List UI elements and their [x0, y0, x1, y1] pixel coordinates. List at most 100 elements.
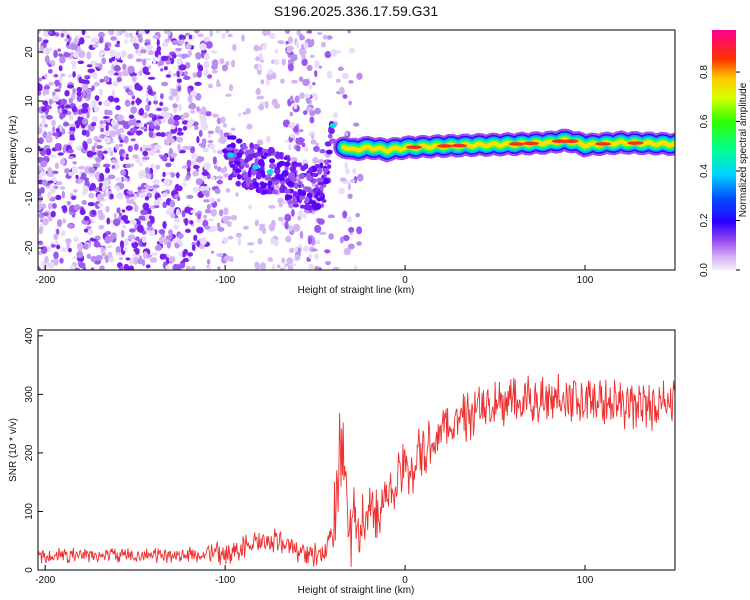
spectrogram-speckle	[87, 201, 95, 207]
spectrogram-speckle	[281, 58, 287, 66]
spectrogram-speckle	[62, 145, 66, 154]
spectrogram-speckle	[219, 135, 227, 145]
spectrogram-speckle	[289, 111, 293, 117]
spectrogram-speckle	[212, 69, 218, 74]
spectrogram-speckle	[217, 266, 221, 270]
spectrogram-speckle	[338, 86, 345, 95]
snr-y-tick-label: 400	[24, 327, 35, 344]
spectrogram-speckle	[176, 131, 184, 136]
spectrogram-feature-blob	[292, 191, 298, 198]
spectrogram-speckle	[78, 165, 85, 170]
spectrogram-speckle	[71, 165, 78, 174]
spectrogram-speckle	[356, 72, 363, 80]
spectrogram-speckle	[302, 213, 307, 219]
snr-y-ticks: 0 100 200 300 400	[24, 327, 43, 573]
spectrogram-speckle	[38, 145, 41, 151]
spectrogram-speckle	[68, 123, 77, 128]
spectrogram-feature-blob	[289, 165, 297, 173]
spectrogram-speckle	[178, 64, 187, 71]
spectrogram-speckle	[186, 145, 191, 150]
spectrogram-speckle	[146, 226, 154, 231]
spectrogram-speckle	[142, 66, 149, 75]
spectrogram-speckle	[342, 94, 348, 99]
spectrogram-speckle	[216, 79, 220, 88]
spectrogram-speckle	[104, 167, 111, 174]
spectrogram-speckle	[153, 100, 159, 105]
spectrogram-speckle	[96, 193, 105, 202]
spectrogram-speckle	[110, 36, 118, 41]
spectrogram-speckle	[314, 60, 320, 69]
spectrogram-speckle	[113, 212, 117, 219]
spectrogram-speckle	[303, 42, 309, 50]
spectrogram-speckle	[183, 71, 188, 76]
spectrogram-speckle	[147, 88, 153, 95]
spectrogram-ridge-peak	[595, 142, 612, 146]
spectrogram-speckle	[86, 253, 92, 259]
spectrogram-speckle	[330, 48, 338, 57]
spectrogram-speckle	[85, 177, 90, 181]
spectrogram-speckle	[135, 122, 140, 127]
spectrogram-speckle	[51, 202, 57, 209]
spectrogram-speckle	[197, 213, 201, 220]
spectrogram-speckle	[61, 128, 66, 135]
spectrogram-speckle	[106, 217, 111, 225]
spectrogram-speckle	[116, 207, 121, 214]
spectrogram-speckle	[278, 40, 285, 45]
spectrogram-speckle	[107, 69, 115, 76]
spectrogram-speckle	[176, 172, 180, 179]
spectrogram-speckle	[289, 247, 295, 254]
spectrogram-speckle	[242, 111, 248, 116]
spectrogram-speckle	[318, 65, 323, 69]
spectrogram-speckle	[56, 219, 62, 228]
spectrogram-x-axis-label: Height of straight line (km)	[298, 285, 415, 296]
spectrogram-speckle	[81, 107, 89, 114]
spectrogram-speckle	[264, 100, 269, 109]
spectrogram-speckle	[50, 210, 56, 218]
spectrogram-speckle	[114, 143, 120, 150]
spectrogram-speckle	[72, 189, 78, 193]
spectrogram-speckle	[129, 32, 133, 38]
spectrogram-speckle	[193, 234, 198, 242]
spectrogram-speckle	[85, 226, 92, 230]
spectrogram-speckle	[271, 98, 279, 107]
spectrogram-speckle	[204, 208, 212, 214]
spectrogram-speckle	[160, 155, 168, 160]
spectrogram-speckle	[108, 130, 117, 138]
spectrogram-speckle	[47, 191, 52, 199]
spectrogram-speckle	[312, 156, 319, 164]
spectrogram-speckle	[199, 237, 207, 246]
spectrogram-speckle	[158, 236, 164, 244]
spectrogram-speckle	[78, 50, 86, 59]
spectrogram-speckle	[145, 264, 151, 269]
spectrogram-speckle	[144, 167, 150, 175]
spectrogram-speckle	[235, 232, 242, 238]
spectrogram-speckle	[130, 238, 136, 243]
spectrogram-speckle	[142, 58, 147, 66]
spectrogram-speckle	[67, 148, 74, 154]
spectrogram-speckle	[280, 267, 285, 270]
spectrogram-speckle	[301, 35, 305, 40]
spectrogram-speckle	[56, 181, 63, 186]
spectrogram-speckle	[140, 209, 148, 216]
spectrogram-feature-blob	[234, 168, 242, 173]
spectrogram-speckle	[47, 68, 53, 74]
spectrogram-speckle	[195, 178, 204, 186]
spectrogram-speckle	[172, 107, 178, 114]
spectrogram-feature-blob	[271, 177, 277, 182]
colorbar-gradient	[712, 30, 736, 270]
spectrogram-speckle	[347, 216, 352, 223]
spectrogram-speckle	[206, 259, 211, 265]
spectrogram-feature-blob	[328, 127, 335, 135]
spectrogram-speckle	[86, 64, 93, 68]
spectrogram-speckle	[297, 215, 302, 221]
spectrogram-speckle	[176, 57, 183, 66]
spectrogram-speckle	[175, 47, 182, 52]
spectrogram-feature-blob	[321, 199, 327, 203]
spectrogram-speckle	[138, 170, 143, 180]
spectrogram-speckle	[43, 85, 51, 90]
snr-series-line	[38, 373, 675, 568]
spectrogram-speckle	[48, 81, 54, 86]
spectrogram-speckle	[45, 89, 50, 95]
spectrogram-feature-blob	[284, 161, 291, 167]
spectrogram-speckle	[43, 30, 49, 37]
